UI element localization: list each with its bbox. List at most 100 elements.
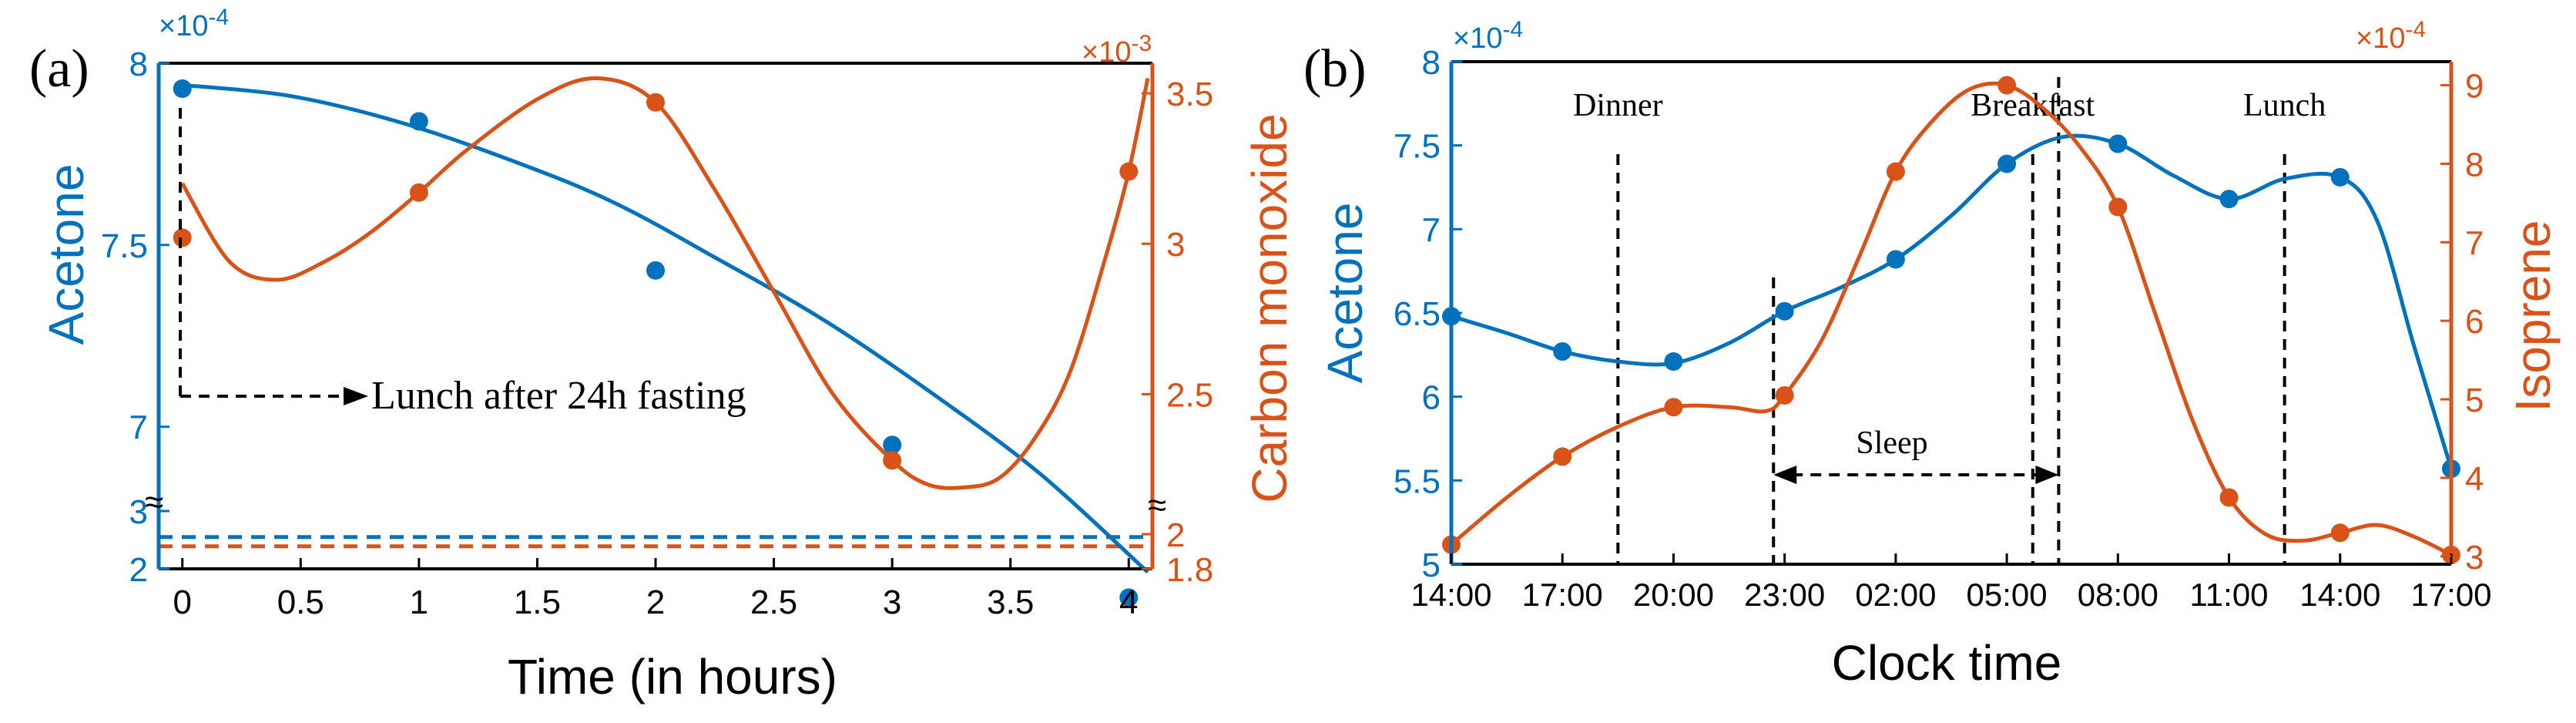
panel-a-left-ylabel: Acetone <box>39 164 94 345</box>
panel-a-xtick-label: 0.5 <box>277 583 324 621</box>
panel-a-left-exponent: ×10-4 <box>159 5 229 42</box>
panel-b-sleep-annotation: Sleep <box>1773 425 2059 484</box>
panel-a-right-tick-label: 1.8 <box>1166 551 1213 589</box>
panel-b-isoprene-point <box>1553 447 1572 466</box>
panel-b-right-tick-label: 6 <box>2465 303 2484 341</box>
panel-b-xtick-label: 14:00 <box>1410 577 1491 613</box>
panel-b-fit-curves <box>1450 81 2454 557</box>
panel-b-xlabel: Clock time <box>1832 635 2062 691</box>
panel-a-co-point <box>1119 162 1139 181</box>
panel-a-acetone-fit-line <box>182 82 1149 574</box>
panel-b-left-ylabel: Acetone <box>1317 203 1373 384</box>
annotation-label: Lunch after 24h fasting <box>371 374 746 418</box>
panel-a-left-tick-label: 8 <box>129 45 148 83</box>
panel-a-xtick-label: 2.5 <box>750 583 797 621</box>
panel-b-acetone-point <box>1664 352 1683 372</box>
panel-b-left-tick-label: 6 <box>1422 379 1441 417</box>
panel-b-right-tick-label: 9 <box>2465 68 2484 106</box>
panel-a-co-point <box>173 228 192 247</box>
panel-b-data-points <box>1442 76 2460 564</box>
panel-a-xlabel: Time (in hours) <box>508 649 837 705</box>
panel-a-baselines <box>159 535 1152 549</box>
panel-b-event-label: Lunch <box>2243 88 2326 123</box>
panel-b-xtick-label: 17:00 <box>2410 577 2491 613</box>
panel-b-acetone-point <box>2108 134 2128 153</box>
panel-b-left-tick-label: 7 <box>1422 211 1441 249</box>
panel-a-xtick-label: 4 <box>1119 583 1138 621</box>
panel-a-annotation: Lunch after 24h fasting <box>179 108 746 418</box>
panel-a-co-fit-line <box>180 76 1150 490</box>
panel-a-right-ylabel: Carbon monoxide <box>1242 113 1297 503</box>
panel-a-left-tick-label: 3 <box>129 493 148 531</box>
panel-a-acetone-point <box>1119 588 1139 607</box>
panel-b-isoprene-point <box>1664 398 1683 417</box>
panel-b-chart: Dinner Breakfast Lunch 14:00 17:00 20:00 23:0… <box>1317 17 2561 691</box>
panel-b-acetone-fit-line <box>1451 133 2454 469</box>
panel-b-acetone-point <box>1775 301 1794 321</box>
panel-b-isoprene-point <box>1997 76 2017 95</box>
panel-b-xtick-label: 08:00 <box>2078 577 2158 613</box>
panel-b-right-tick-label: 7 <box>2465 224 2484 262</box>
panel-b-acetone-point <box>2219 190 2239 209</box>
panel-a-xtick-label: 0 <box>173 583 191 621</box>
panel-b-right-tick-label: 8 <box>2465 146 2484 183</box>
panel-b-event-label: Breakfast <box>1971 88 2095 123</box>
panel-b-xtick-label: 23:00 <box>1744 577 1825 613</box>
panel-b-left-tick-label: 8 <box>1422 44 1441 82</box>
panel-a-left-tick-label: 2 <box>129 551 148 589</box>
panel-label-b: (b) <box>1303 39 1367 99</box>
panel-a-acetone-point <box>173 79 192 99</box>
panel-a-right-axis-break: ≈ <box>1148 486 1166 524</box>
panel-b-right-tick-label: 5 <box>2465 382 2484 419</box>
sleep-label: Sleep <box>1856 425 1927 461</box>
panel-a-acetone-point <box>409 112 428 131</box>
panel-a-xtick-label: 3 <box>883 583 901 621</box>
panel-b-xtick-label: 11:00 <box>2190 577 2269 613</box>
panel-b-xtick-label: 02:00 <box>1855 577 1936 613</box>
panel-a-co-point <box>409 183 428 202</box>
panel-b-acetone-point <box>1997 154 2017 173</box>
panel-a-xtick-label: 1.5 <box>514 583 561 621</box>
panel-b-isoprene-point <box>1775 385 1794 405</box>
panel-a-right-tick-label: 2 <box>1166 516 1185 554</box>
panel-b-left-exponent: ×10-4 <box>1453 17 1523 55</box>
panel-b-isoprene-point <box>2108 197 2128 217</box>
panel-b-xtick-label: 05:00 <box>1967 577 2048 613</box>
panel-b-left-tick-label: 6.5 <box>1394 295 1441 333</box>
panel-b-axes: 14:00 17:00 20:00 23:00 02:00 05:00 08:00 11:00… <box>1394 44 2492 613</box>
panel-a-xtick-label: 3.5 <box>987 583 1034 621</box>
panel-b-left-tick-label: 7.5 <box>1394 128 1441 166</box>
panel-a-co-point <box>883 451 902 470</box>
panel-a-xtick-label: 2 <box>646 583 665 621</box>
panel-b-right-ylabel: Isoprene <box>2505 220 2561 412</box>
panel-b-xtick-label: 14:00 <box>2299 577 2380 613</box>
panel-a-co-point <box>646 92 665 112</box>
panel-a-acetone-point <box>646 261 665 280</box>
annotation-arrowhead <box>344 387 368 405</box>
panel-b-acetone-point <box>2330 167 2350 187</box>
panel-a-left-tick-label: 7 <box>129 409 148 447</box>
panel-b-isoprene-point <box>2330 523 2350 543</box>
panel-a-acetone-point <box>883 435 902 455</box>
panel-a-right-exponent: ×10-3 <box>1082 31 1152 69</box>
panel-b-xtick-label: 20:00 <box>1633 577 1714 613</box>
panel-a-xtick-label: 1 <box>410 583 428 621</box>
panel-b-right-tick-label: 3 <box>2465 539 2484 577</box>
sleep-arrowhead-right <box>2035 466 2059 484</box>
panel-b-isoprene-point <box>2219 488 2239 507</box>
sleep-arrowhead-left <box>1773 466 1797 484</box>
panel-b-right-exponent: ×10-4 <box>2356 17 2426 55</box>
panel-b-right-tick-label: 4 <box>2465 460 2484 498</box>
panel-a-right-tick-label: 3 <box>1166 226 1185 264</box>
panel-a-data-points <box>173 79 1139 607</box>
panel-b-event-label: Dinner <box>1573 88 1663 123</box>
panel-b-event-lines: Dinner Breakfast Lunch <box>1573 77 2326 564</box>
panel-b-left-tick-label: 5.5 <box>1394 462 1441 500</box>
panel-a-left-axis-break: ≈ <box>145 483 163 521</box>
panel-a-left-tick-label: 7.5 <box>101 227 148 265</box>
panel-b-left-tick-label: 5 <box>1422 546 1441 584</box>
panel-b-isoprene-point <box>1886 162 1905 181</box>
panel-label-a: (a) <box>29 39 89 99</box>
